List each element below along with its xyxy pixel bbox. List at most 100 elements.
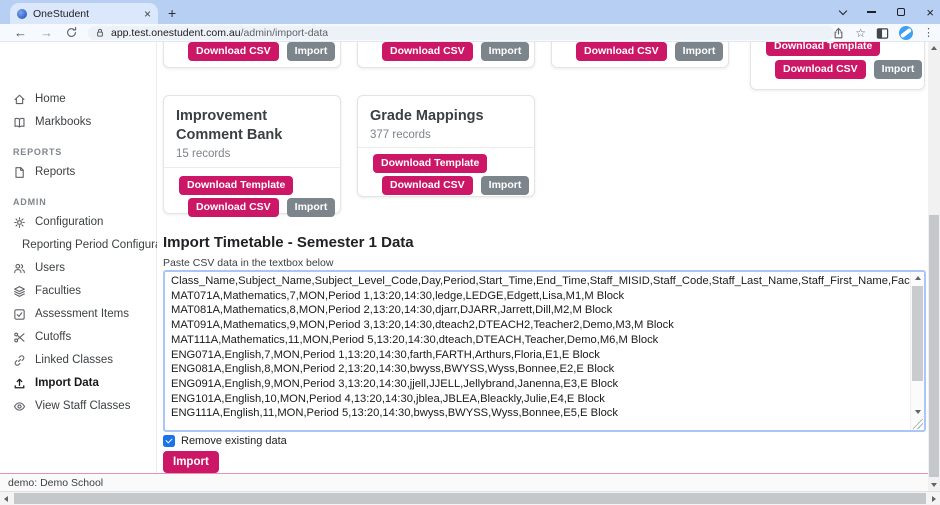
horizontal-scrollbar[interactable] — [0, 491, 940, 505]
gear-icon — [14, 216, 25, 228]
import-card-cutoff-3: Download Template Download CSV Import — [551, 42, 729, 68]
sidebar-item-configuration[interactable]: Configuration — [0, 211, 156, 233]
sidebar-item-linked-classes[interactable]: Linked Classes — [0, 349, 156, 371]
window-maximize-icon[interactable] — [897, 8, 906, 16]
download-template-button[interactable]: Download Template — [179, 176, 294, 196]
window-close-icon[interactable]: × — [926, 4, 934, 20]
scroll-down-icon[interactable] — [914, 410, 921, 414]
csv-text: Class_Name,Subject_Name,Subject_Level_Co… — [171, 275, 910, 420]
scroll-left-icon[interactable] — [4, 495, 8, 502]
checkbox-label: Remove existing data — [181, 435, 287, 447]
import-card-cutoff-2: Download Template Download CSV Import — [357, 42, 535, 68]
vertical-scrollbar-thumb[interactable] — [929, 215, 939, 477]
card-divider — [164, 167, 340, 168]
scissors-icon — [14, 332, 25, 342]
download-csv-button[interactable]: Download CSV — [382, 42, 473, 61]
download-csv-button[interactable]: Download CSV — [382, 176, 473, 196]
sidebar-item-faculties[interactable]: Faculties — [0, 280, 156, 302]
import-button[interactable]: Import — [286, 42, 336, 61]
browser-toolbar: ← → app.test.onestudent.com.au/admin/imp… — [0, 24, 940, 42]
window-minimize-icon[interactable] — [867, 11, 877, 13]
onestudent-favicon — [17, 8, 27, 19]
document-icon — [15, 166, 24, 178]
upload-icon — [14, 378, 25, 388]
download-template-button[interactable]: Download Template — [373, 154, 488, 174]
url-path: /admin/import-data — [240, 27, 329, 39]
textarea-resize-handle[interactable] — [913, 419, 923, 429]
lock-icon[interactable] — [94, 27, 106, 39]
download-csv-button[interactable]: Download CSV — [775, 59, 866, 79]
sidebar-item-markbooks[interactable]: Markbooks — [0, 111, 156, 133]
import-submit-button[interactable]: Import — [163, 451, 219, 473]
main-content: Download Template Download CSV Import Do… — [157, 42, 928, 473]
profile-avatar-icon[interactable] — [899, 26, 913, 40]
download-csv-button[interactable]: Download CSV — [188, 42, 279, 61]
import-button[interactable]: Import — [480, 42, 530, 61]
card-title: Grade Mappings — [370, 108, 484, 124]
card-record-count: 377 records — [370, 129, 431, 141]
home-icon — [14, 94, 25, 104]
sidebar-section-reports: REPORTS — [13, 147, 63, 157]
import-card-cutoff-1: Download Template Download CSV Import — [163, 42, 341, 68]
back-icon[interactable]: ← — [14, 25, 27, 40]
layers-icon — [14, 285, 25, 297]
window-chevron-icon[interactable] — [839, 6, 848, 15]
sidebar-item-home[interactable]: Home — [0, 88, 156, 110]
remove-existing-data-row: Remove existing data — [163, 435, 287, 447]
tab-title: OneStudent — [33, 7, 90, 20]
improvement-comment-bank-card: Improvement Comment Bank 15 records Down… — [163, 95, 341, 218]
download-csv-button[interactable]: Download CSV — [188, 198, 279, 218]
sidebar-item-users[interactable]: Users — [0, 257, 156, 279]
csv-textarea[interactable]: Class_Name,Subject_Name,Subject_Level_Co… — [163, 270, 926, 432]
browser-tab-strip: OneStudent × + × — [0, 0, 940, 24]
scroll-up-icon[interactable] — [931, 46, 937, 50]
check-square-icon — [14, 308, 25, 320]
url-domain: app.test.onestudent.com.au — [111, 27, 241, 39]
forward-icon[interactable]: → — [40, 25, 53, 40]
import-button[interactable]: Import — [674, 42, 724, 61]
import-button[interactable]: Import — [286, 198, 336, 218]
sidebar-item-import-data[interactable]: Import Data — [0, 372, 156, 394]
vertical-scrollbar[interactable] — [928, 42, 940, 491]
link-icon — [14, 354, 25, 366]
download-csv-button[interactable]: Download CSV — [576, 42, 667, 61]
tab-close-icon[interactable]: × — [143, 6, 151, 21]
horizontal-scrollbar-thumb[interactable] — [14, 493, 926, 504]
url-bar[interactable]: app.test.onestudent.com.au/admin/import-… — [88, 26, 834, 40]
reload-icon[interactable] — [65, 26, 78, 39]
sidebar-item-view-staff-classes[interactable]: View Staff Classes — [0, 395, 156, 417]
browser-tab[interactable]: OneStudent × — [10, 3, 158, 24]
status-footer: demo: Demo School — [0, 473, 940, 491]
sidebar-item-assessment-items[interactable]: Assessment Items — [0, 303, 156, 325]
paste-csv-hint: Paste CSV data in the textbox below — [163, 257, 334, 269]
import-card-cutoff-4: Download Template Download CSV Import — [750, 42, 925, 90]
import-timetable-heading: Import Timetable - Semester 1 Data — [163, 234, 414, 251]
card-title: Improvement Comment Bank — [176, 108, 283, 143]
download-template-button[interactable]: Download Template — [766, 42, 881, 56]
remove-existing-data-checkbox[interactable] — [163, 435, 175, 447]
sidebar-section-admin: ADMIN — [13, 197, 47, 207]
school-status-text: demo: Demo School — [8, 476, 104, 489]
import-button[interactable]: Import — [480, 176, 530, 196]
card-record-count: 15 records — [176, 148, 231, 160]
users-icon — [14, 263, 25, 273]
side-panel-icon[interactable] — [876, 27, 889, 40]
share-icon[interactable] — [832, 27, 845, 40]
sidebar-item-reporting-period-configuration[interactable]: Reporting Period Configuration — [0, 234, 180, 256]
browser-menu-icon[interactable]: ⋮ — [923, 26, 934, 39]
scroll-up-icon[interactable] — [914, 276, 921, 280]
bookmark-star-icon[interactable]: ☆ — [855, 26, 866, 40]
new-tab-button[interactable]: + — [168, 5, 177, 21]
eye-icon — [13, 401, 26, 411]
sidebar-item-reports[interactable]: Reports — [0, 161, 156, 183]
book-icon — [14, 117, 25, 128]
sidebar: Home Markbooks REPORTS Reports ADMIN Con… — [0, 42, 180, 473]
card-divider — [358, 147, 534, 148]
import-button[interactable]: Import — [873, 59, 923, 79]
scroll-right-icon[interactable] — [932, 495, 936, 502]
scroll-down-icon[interactable] — [931, 483, 937, 487]
textarea-scrollbar-thumb[interactable] — [912, 286, 923, 381]
textarea-scrollbar[interactable] — [910, 272, 924, 430]
sidebar-item-cutoffs[interactable]: Cutoffs — [0, 326, 156, 348]
grade-mappings-card: Grade Mappings 377 records Download Temp… — [357, 95, 535, 197]
